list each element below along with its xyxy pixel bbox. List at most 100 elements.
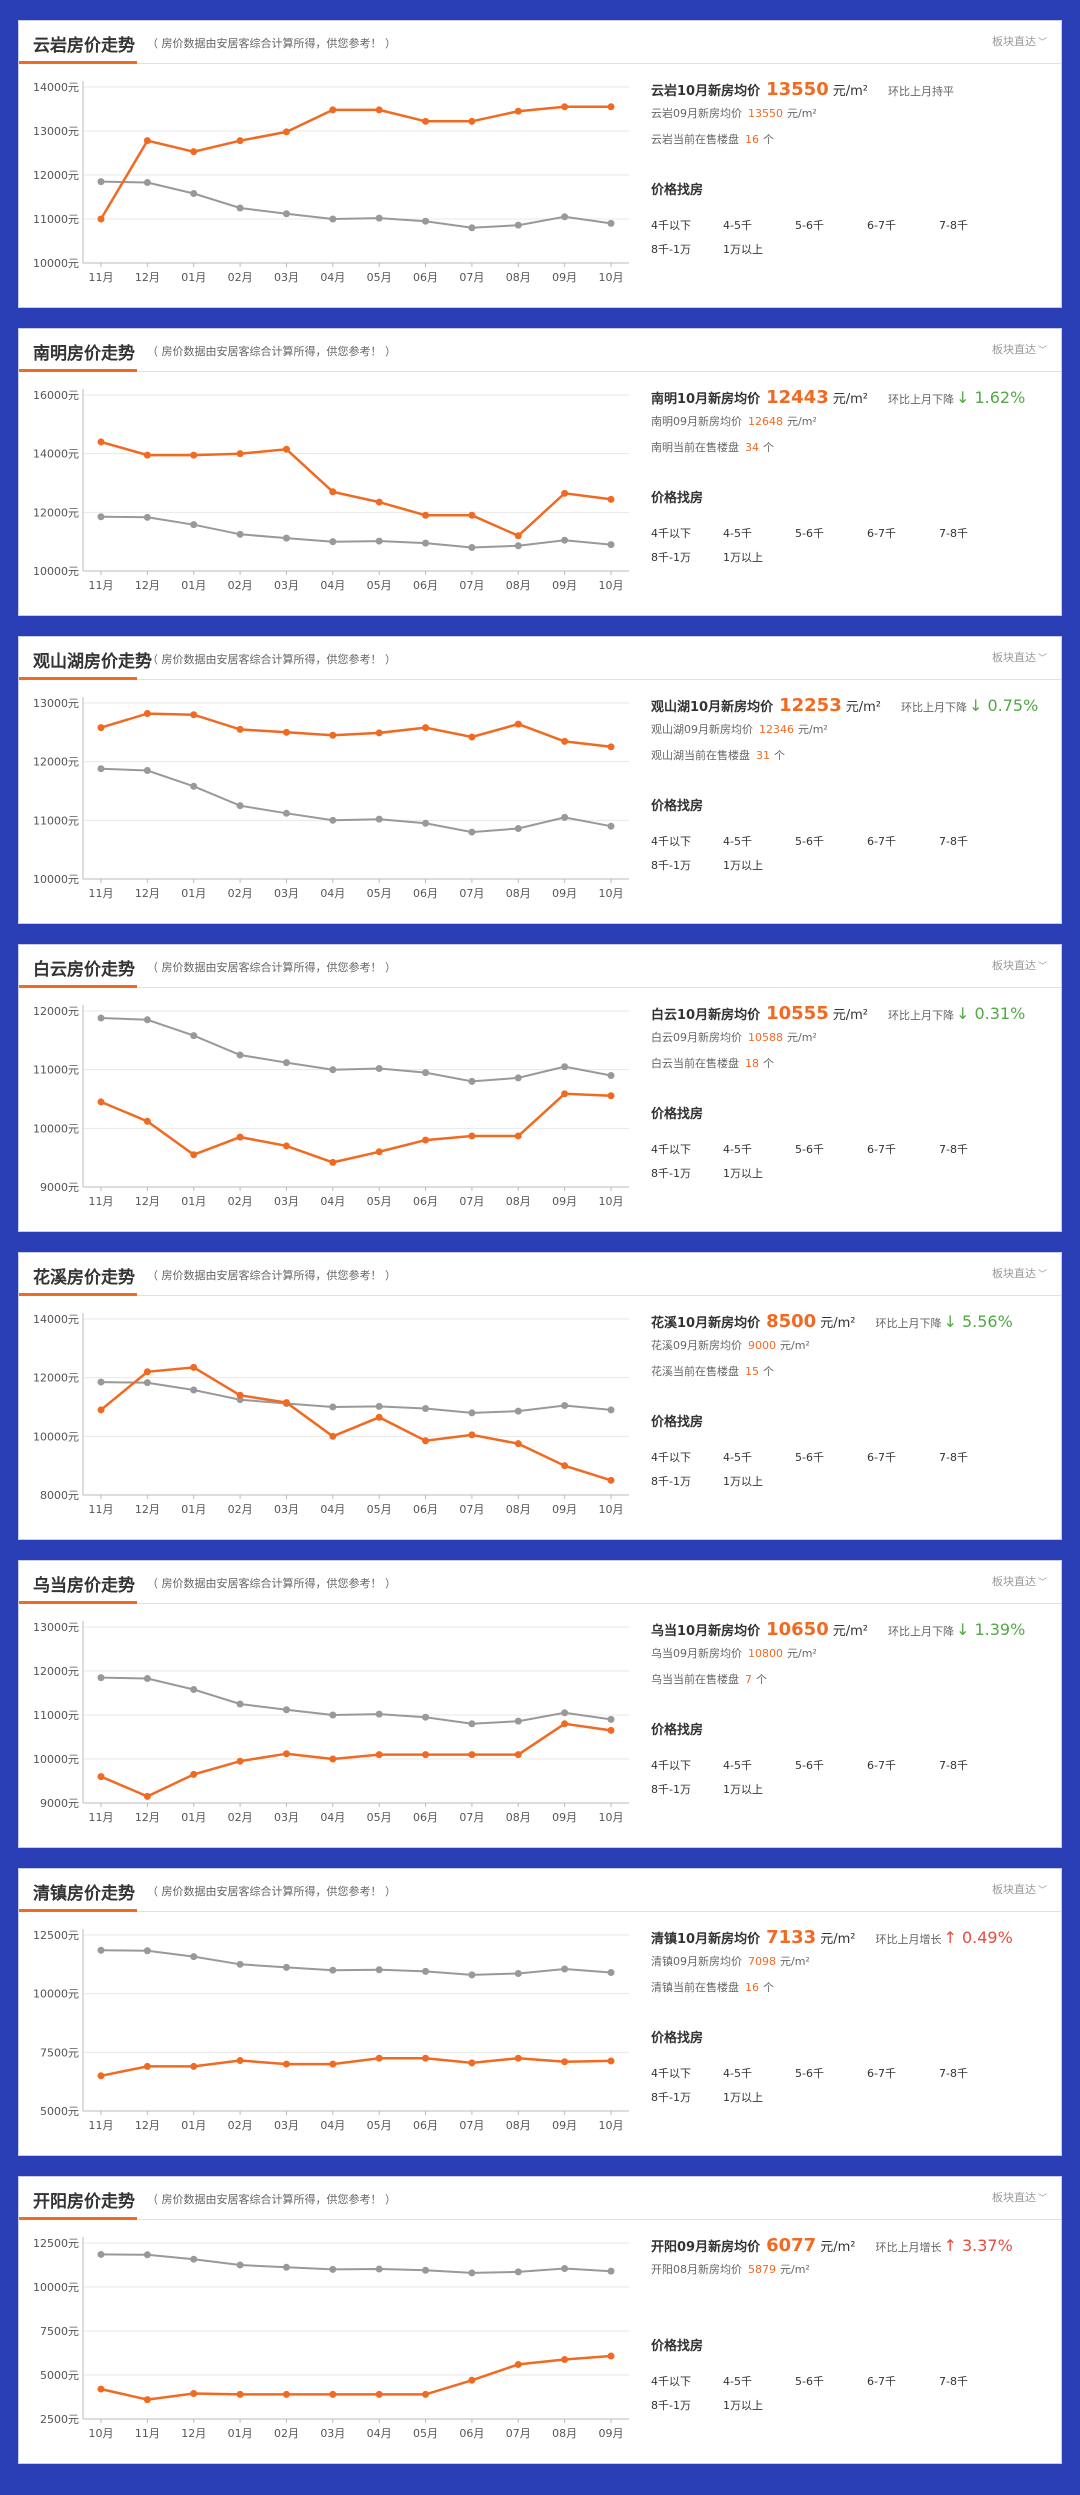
new-price-point[interactable] bbox=[190, 1151, 198, 1159]
new-price-point[interactable] bbox=[97, 2072, 105, 2080]
price-filter-link[interactable]: 4千以下 bbox=[651, 1451, 691, 1464]
price-filter-link[interactable]: 8千-1万 bbox=[651, 551, 691, 564]
city-average-point[interactable] bbox=[97, 1674, 105, 1682]
price-filter-link[interactable]: 1万以上 bbox=[723, 243, 763, 256]
price-filter-link[interactable]: 7-8千 bbox=[939, 2067, 968, 2080]
new-price-point[interactable] bbox=[514, 1751, 522, 1759]
city-average-point[interactable] bbox=[143, 766, 151, 774]
new-price-point[interactable] bbox=[514, 2054, 522, 2062]
new-price-point[interactable] bbox=[561, 737, 569, 745]
price-filter-link[interactable]: 8千-1万 bbox=[651, 1167, 691, 1180]
city-average-point[interactable] bbox=[375, 1710, 383, 1718]
new-price-point[interactable] bbox=[375, 729, 383, 737]
city-average-point[interactable] bbox=[97, 1378, 105, 1386]
new-price-point[interactable] bbox=[190, 2062, 198, 2070]
city-average-point[interactable] bbox=[422, 1404, 430, 1412]
city-average-point[interactable] bbox=[607, 1072, 615, 1080]
district-link[interactable]: 板块直达 ﹀ bbox=[992, 649, 1047, 665]
city-average-point[interactable] bbox=[468, 544, 476, 552]
city-average-point[interactable] bbox=[561, 1965, 569, 1973]
price-filter-link[interactable]: 7-8千 bbox=[939, 835, 968, 848]
city-average-point[interactable] bbox=[236, 802, 244, 810]
city-average-point[interactable] bbox=[329, 1403, 337, 1411]
new-price-point[interactable] bbox=[282, 2060, 290, 2068]
city-average-point[interactable] bbox=[97, 765, 105, 773]
city-average-point[interactable] bbox=[236, 1700, 244, 1708]
city-average-point[interactable] bbox=[143, 1947, 151, 1955]
price-filter-link[interactable]: 4千以下 bbox=[651, 2375, 691, 2388]
new-price-point[interactable] bbox=[236, 1757, 244, 1765]
new-price-point[interactable] bbox=[329, 1158, 337, 1166]
city-average-point[interactable] bbox=[607, 219, 615, 227]
price-filter-link[interactable]: 4千以下 bbox=[651, 1143, 691, 1156]
city-average-point[interactable] bbox=[607, 541, 615, 549]
city-average-point[interactable] bbox=[190, 1953, 198, 1961]
city-average-point[interactable] bbox=[514, 825, 522, 833]
price-filter-link[interactable]: 5-6千 bbox=[795, 527, 824, 540]
price-filter-link[interactable]: 4-5千 bbox=[723, 219, 752, 232]
new-price-point[interactable] bbox=[190, 148, 198, 156]
city-average-point[interactable] bbox=[514, 221, 522, 229]
price-filter-link[interactable]: 4-5千 bbox=[723, 1451, 752, 1464]
new-price-point[interactable] bbox=[561, 2356, 569, 2364]
new-price-point[interactable] bbox=[561, 1462, 569, 1470]
new-price-point[interactable] bbox=[375, 1148, 383, 1156]
city-average-point[interactable] bbox=[282, 2263, 290, 2271]
listing-count-value[interactable]: 18 bbox=[745, 1057, 759, 1070]
price-filter-link[interactable]: 5-6千 bbox=[795, 219, 824, 232]
city-average-point[interactable] bbox=[143, 178, 151, 186]
price-filter-link[interactable]: 4-5千 bbox=[723, 2375, 752, 2388]
city-average-point[interactable] bbox=[422, 1967, 430, 1975]
new-price-point[interactable] bbox=[607, 2057, 615, 2065]
city-average-point[interactable] bbox=[143, 513, 151, 521]
price-filter-link[interactable]: 5-6千 bbox=[795, 2375, 824, 2388]
new-price-point[interactable] bbox=[143, 137, 151, 145]
city-average-point[interactable] bbox=[468, 828, 476, 836]
price-filter-link[interactable]: 6-7千 bbox=[867, 1451, 896, 1464]
city-average-point[interactable] bbox=[561, 813, 569, 821]
new-price-point[interactable] bbox=[422, 1136, 430, 1144]
city-average-point[interactable] bbox=[468, 1971, 476, 1979]
price-filter-link[interactable]: 4千以下 bbox=[651, 219, 691, 232]
new-price-point[interactable] bbox=[561, 1090, 569, 1098]
new-price-point[interactable] bbox=[282, 1750, 290, 1758]
new-price-point[interactable] bbox=[468, 1751, 476, 1759]
city-average-point[interactable] bbox=[190, 1386, 198, 1394]
district-link[interactable]: 板块直达 ﹀ bbox=[992, 2189, 1047, 2205]
district-link[interactable]: 板块直达 ﹀ bbox=[992, 1881, 1047, 1897]
price-filter-link[interactable]: 4-5千 bbox=[723, 2067, 752, 2080]
new-price-point[interactable] bbox=[236, 2057, 244, 2065]
city-average-point[interactable] bbox=[561, 213, 569, 221]
new-price-point[interactable] bbox=[236, 1133, 244, 1141]
city-average-point[interactable] bbox=[607, 1715, 615, 1723]
new-price-point[interactable] bbox=[143, 1792, 151, 1800]
new-price-point[interactable] bbox=[607, 1726, 615, 1734]
price-filter-link[interactable]: 6-7千 bbox=[867, 527, 896, 540]
new-price-point[interactable] bbox=[514, 1132, 522, 1140]
district-link[interactable]: 板块直达 ﹀ bbox=[992, 33, 1047, 49]
city-average-point[interactable] bbox=[607, 822, 615, 830]
new-price-point[interactable] bbox=[97, 1773, 105, 1781]
new-price-point[interactable] bbox=[329, 106, 337, 114]
city-average-point[interactable] bbox=[282, 534, 290, 542]
city-average-point[interactable] bbox=[190, 782, 198, 790]
price-filter-link[interactable]: 5-6千 bbox=[795, 2067, 824, 2080]
new-price-point[interactable] bbox=[468, 117, 476, 125]
city-average-point[interactable] bbox=[143, 1674, 151, 1682]
listing-count-value[interactable]: 15 bbox=[745, 1365, 759, 1378]
new-price-point[interactable] bbox=[236, 450, 244, 458]
price-filter-link[interactable]: 8千-1万 bbox=[651, 859, 691, 872]
city-average-point[interactable] bbox=[561, 1709, 569, 1717]
city-average-point[interactable] bbox=[282, 1059, 290, 1067]
city-average-point[interactable] bbox=[97, 178, 105, 186]
city-average-point[interactable] bbox=[282, 210, 290, 218]
new-price-point[interactable] bbox=[607, 103, 615, 111]
price-filter-link[interactable]: 6-7千 bbox=[867, 835, 896, 848]
city-average-point[interactable] bbox=[422, 539, 430, 547]
new-price-point[interactable] bbox=[97, 724, 105, 732]
new-price-point[interactable] bbox=[468, 2059, 476, 2067]
new-price-point[interactable] bbox=[468, 511, 476, 519]
new-price-point[interactable] bbox=[329, 2060, 337, 2068]
city-average-point[interactable] bbox=[375, 815, 383, 823]
new-price-point[interactable] bbox=[514, 2360, 522, 2368]
